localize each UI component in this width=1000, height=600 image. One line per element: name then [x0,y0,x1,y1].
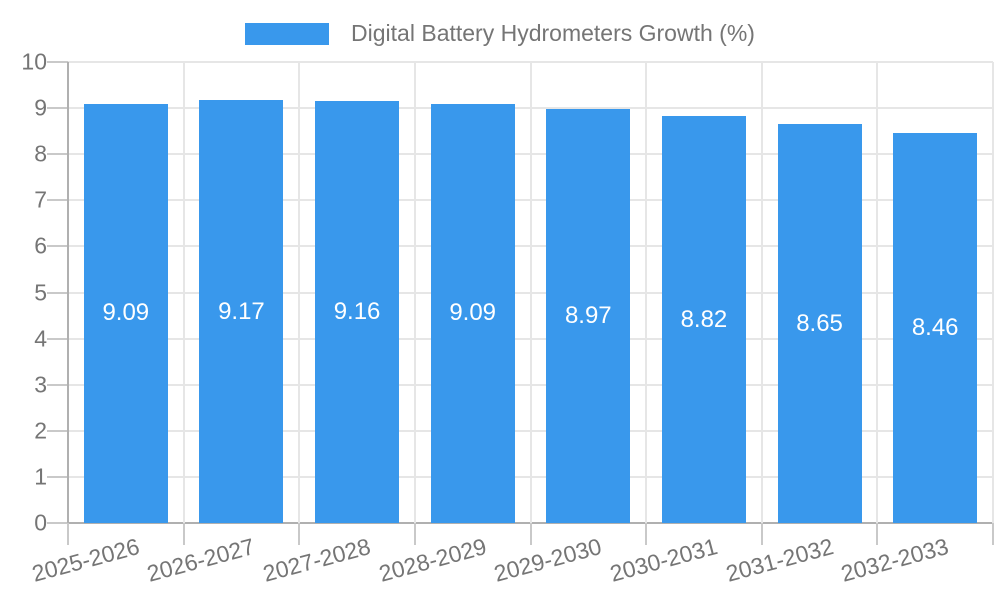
chart-legend[interactable]: Digital Battery Hydrometers Growth (%) [0,20,1000,47]
x-tick-mark [529,523,532,545]
y-tick-mark [47,291,68,294]
v-gridline [529,62,532,523]
x-tick-mark [645,523,648,545]
y-tick-mark [47,245,68,248]
y-tick-mark [47,153,68,156]
x-category-label: 2025-2026 [29,533,143,587]
y-tick-label: 6 [34,232,47,259]
x-tick-mark [67,523,69,545]
bar-value-label: 8.97 [564,302,612,330]
bar[interactable]: 9.09 [430,103,515,523]
bar-value-label: 8.82 [680,305,728,333]
y-tick-mark [47,475,68,478]
v-gridline [413,62,416,523]
y-tick-mark [47,522,68,524]
v-gridline [298,62,301,523]
x-tick-mark [413,523,416,545]
y-tick-mark [47,107,68,110]
v-gridline [876,62,879,523]
x-category-label: 2028-2029 [375,533,489,587]
y-tick-label: 5 [34,279,47,305]
y-tick-label: 1 [34,463,47,490]
y-tick-label: 2 [34,417,47,444]
bar[interactable]: 8.46 [893,133,978,523]
x-category-label: 2029-2030 [491,533,605,587]
v-gridline [992,62,994,523]
x-tick-mark [992,523,994,545]
legend-label: Digital Battery Hydrometers Growth (%) [351,20,755,46]
bar-value-label: 9.09 [102,299,150,327]
x-category-label: 2027-2028 [260,533,374,587]
x-tick-mark [760,523,763,545]
y-tick-mark [47,199,68,202]
v-gridline [645,62,648,523]
v-gridline [760,62,763,523]
bar[interactable]: 8.97 [546,109,631,523]
bar-value-label: 9.17 [218,297,265,325]
bar[interactable]: 9.17 [199,100,284,523]
y-axis-line [67,62,69,523]
bar[interactable]: 9.16 [315,100,400,523]
y-tick-label: 10 [21,48,47,75]
x-category-label: 2032-2033 [838,533,952,587]
x-category-label: 2030-2031 [607,533,721,587]
bar[interactable]: 9.09 [83,103,168,523]
bar-value-label: 9.09 [449,299,497,327]
y-tick-mark [47,337,68,340]
y-tick-label: 8 [34,140,47,167]
bar-value-label: 8.65 [796,309,843,337]
bar[interactable]: 8.65 [777,124,862,523]
y-tick-mark [47,61,68,63]
x-category-label: 2026-2027 [144,533,258,587]
y-tick-label: 7 [34,186,47,213]
x-tick-mark [298,523,301,545]
x-tick-mark [182,523,185,545]
y-tick-label: 3 [34,371,47,398]
y-tick-label: 0 [34,509,47,536]
y-tick-mark [47,429,68,432]
y-tick-label: 4 [34,325,47,352]
x-category-label: 2031-2032 [722,533,836,587]
y-tick-mark [47,383,68,386]
plot-area: 0 1 2 3 4 5 6 7 8 9 10 9.09 2025-2026 9.17 2026-2027 9.… [21,50,994,587]
legend-swatch [245,22,330,45]
bar-value-label: 8.46 [911,314,959,341]
y-tick-label: 9 [34,94,47,121]
x-tick-mark [876,523,879,545]
bar[interactable]: 8.82 [661,116,746,523]
bar-value-label: 9.16 [333,297,381,325]
v-gridline [182,62,185,523]
